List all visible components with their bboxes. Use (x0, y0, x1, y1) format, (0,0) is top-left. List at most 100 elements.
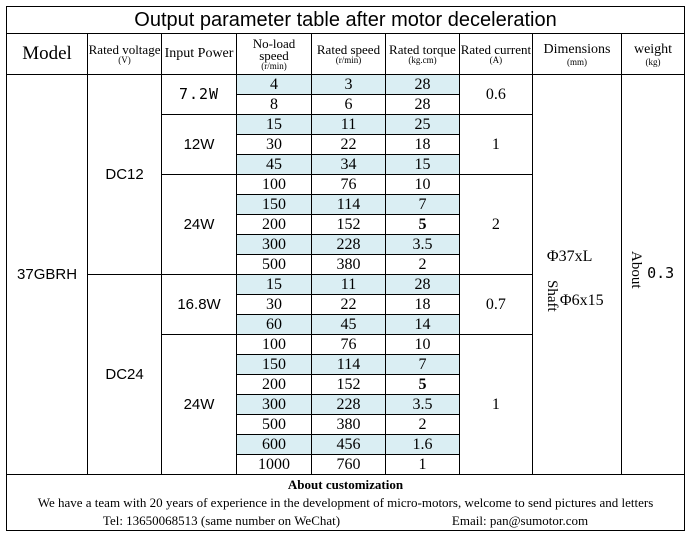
rated-torque-cell: 2 (384, 414, 460, 435)
rated-speed-cell: 380 (311, 414, 386, 435)
header-rated-current: Rated current (A) (458, 33, 533, 75)
current-cell: 0.6 (458, 74, 533, 115)
current-cell: 0.7 (458, 274, 533, 335)
rated-speed-cell: 152 (311, 374, 386, 395)
power-cell: 24W (161, 334, 238, 475)
rated-torque-cell: 2 (384, 254, 460, 275)
rated-torque-cell: 28 (384, 274, 460, 295)
rated-speed-cell: 22 (311, 294, 386, 315)
header-dimensions: Dimensions (mm) (531, 33, 623, 75)
rated-speed-cell: 228 (311, 234, 386, 255)
voltage-cell: DC12 (87, 74, 163, 275)
power-cell: 7.2W (161, 74, 238, 115)
header-power: Input Power (161, 33, 238, 75)
noload-speed-cell: 30 (236, 294, 312, 315)
rated-speed-cell: 114 (311, 194, 386, 215)
noload-speed-cell: 100 (236, 174, 312, 195)
rated-torque-cell: 3.5 (384, 234, 460, 255)
power-cell: 12W (161, 114, 238, 175)
rated-torque-cell: 28 (384, 94, 460, 115)
table-row: 1000 760 1 (7, 454, 685, 475)
voltage-cell: DC24 (87, 274, 163, 475)
rated-torque-cell: 10 (384, 174, 460, 195)
table-row: 300 228 3.5 (7, 394, 685, 415)
table-row: 8 6 28 (7, 94, 685, 115)
current-cell: 2 (458, 174, 533, 275)
noload-speed-cell: 300 (236, 234, 312, 255)
current-cell: 1 (458, 114, 533, 175)
rated-torque-cell: 25 (384, 114, 460, 135)
noload-speed-cell: 30 (236, 134, 312, 155)
rated-speed-cell: 34 (311, 154, 386, 175)
dimension-shaft-label: Shaft (543, 280, 560, 312)
noload-speed-cell: 150 (236, 354, 312, 375)
table-row: 600 456 1.6 (7, 434, 685, 455)
noload-speed-cell: 100 (236, 334, 312, 355)
rated-torque-cell: 5 (384, 374, 460, 395)
table-row: 200 152 5 (7, 374, 685, 395)
weight-cell: About 0.3 (621, 74, 685, 475)
spec-sheet: Output parameter table after motor decel… (5, 6, 685, 531)
rated-speed-cell: 76 (311, 334, 386, 355)
table-row: 150 114 7 (7, 354, 685, 375)
table-row: 24W 100 76 10 1 (7, 334, 685, 475)
rated-torque-cell: 14 (384, 314, 460, 335)
noload-speed-cell: 45 (236, 154, 312, 175)
parameter-table: Output parameter table after motor decel… (5, 6, 685, 531)
rated-speed-cell: 11 (311, 114, 386, 135)
table-row: 500 380 2 (7, 254, 685, 275)
rated-torque-cell: 1.6 (384, 434, 460, 455)
noload-speed-cell: 200 (236, 374, 312, 395)
rated-speed-cell: 76 (311, 174, 386, 195)
rated-torque-cell: 5 (384, 214, 460, 235)
rated-torque-cell: 7 (384, 354, 460, 375)
header-voltage: Rated voltage (V) (87, 33, 163, 75)
model-cell: 37GBRH (5, 74, 89, 475)
rated-torque-cell: 7 (384, 194, 460, 215)
rated-speed-cell: 3 (311, 74, 386, 95)
table-row: DC24 16.8W 15 11 28 0.7 (7, 274, 685, 475)
rated-speed-cell: 456 (311, 434, 386, 455)
dimension-main: Φ37xL (546, 248, 593, 265)
rated-torque-cell: 3.5 (384, 394, 460, 415)
footer-message: We have a team with 20 years of experien… (37, 494, 654, 510)
noload-speed-cell: 200 (236, 214, 312, 235)
noload-speed-cell: 15 (236, 274, 312, 295)
header-model: Model (5, 33, 89, 75)
dimensions-cell: Φ37xL Shaft Φ6x15 (531, 74, 623, 475)
noload-speed-cell: 600 (236, 434, 312, 455)
footer-email: Email: pan@sumotor.com (451, 512, 589, 528)
rated-speed-cell: 11 (311, 274, 386, 295)
table-title: Output parameter table after motor decel… (6, 6, 685, 34)
rated-speed-cell: 228 (311, 394, 386, 415)
table-row: 30 22 18 (7, 294, 685, 315)
table-row: 30 22 18 (7, 134, 685, 155)
table-row: 500 380 2 (7, 414, 685, 435)
weight-about: About (628, 251, 645, 289)
rated-speed-cell: 152 (311, 214, 386, 235)
header-rated-speed: Rated speed (r/min) (311, 33, 386, 75)
power-cell: 16.8W (161, 274, 238, 335)
rated-torque-cell: 10 (384, 334, 460, 355)
rated-torque-cell: 1 (384, 454, 460, 475)
rated-speed-cell: 22 (311, 134, 386, 155)
noload-speed-cell: 8 (236, 94, 312, 115)
table-row: 200 152 5 (7, 214, 685, 235)
noload-speed-cell: 500 (236, 414, 312, 435)
rated-torque-cell: 15 (384, 154, 460, 175)
power-cell: 24W (161, 174, 238, 275)
noload-speed-cell: 60 (236, 314, 312, 335)
rated-speed-cell: 114 (311, 354, 386, 375)
noload-speed-cell: 15 (236, 114, 312, 135)
table-row: 12W 15 11 25 1 (7, 114, 685, 175)
rated-speed-cell: 45 (311, 314, 386, 335)
rated-torque-cell: 18 (384, 294, 460, 315)
table-row: 37GBRH DC12 7.2W 4 3 28 0.6 Φ37xL Shaft Φ6x15 Abou… (5, 74, 685, 475)
noload-speed-cell: 500 (236, 254, 312, 275)
noload-speed-cell: 150 (236, 194, 312, 215)
noload-speed-cell: 300 (236, 394, 312, 415)
footer-tel: Tel: 13650068513 (same number on WeChat) (102, 512, 341, 528)
header-noload: No-load speed (r/min) (236, 33, 312, 75)
header-row: Model Rated voltage (V) Input Power No-lo… (5, 33, 685, 75)
noload-speed-cell: 1000 (236, 454, 312, 475)
